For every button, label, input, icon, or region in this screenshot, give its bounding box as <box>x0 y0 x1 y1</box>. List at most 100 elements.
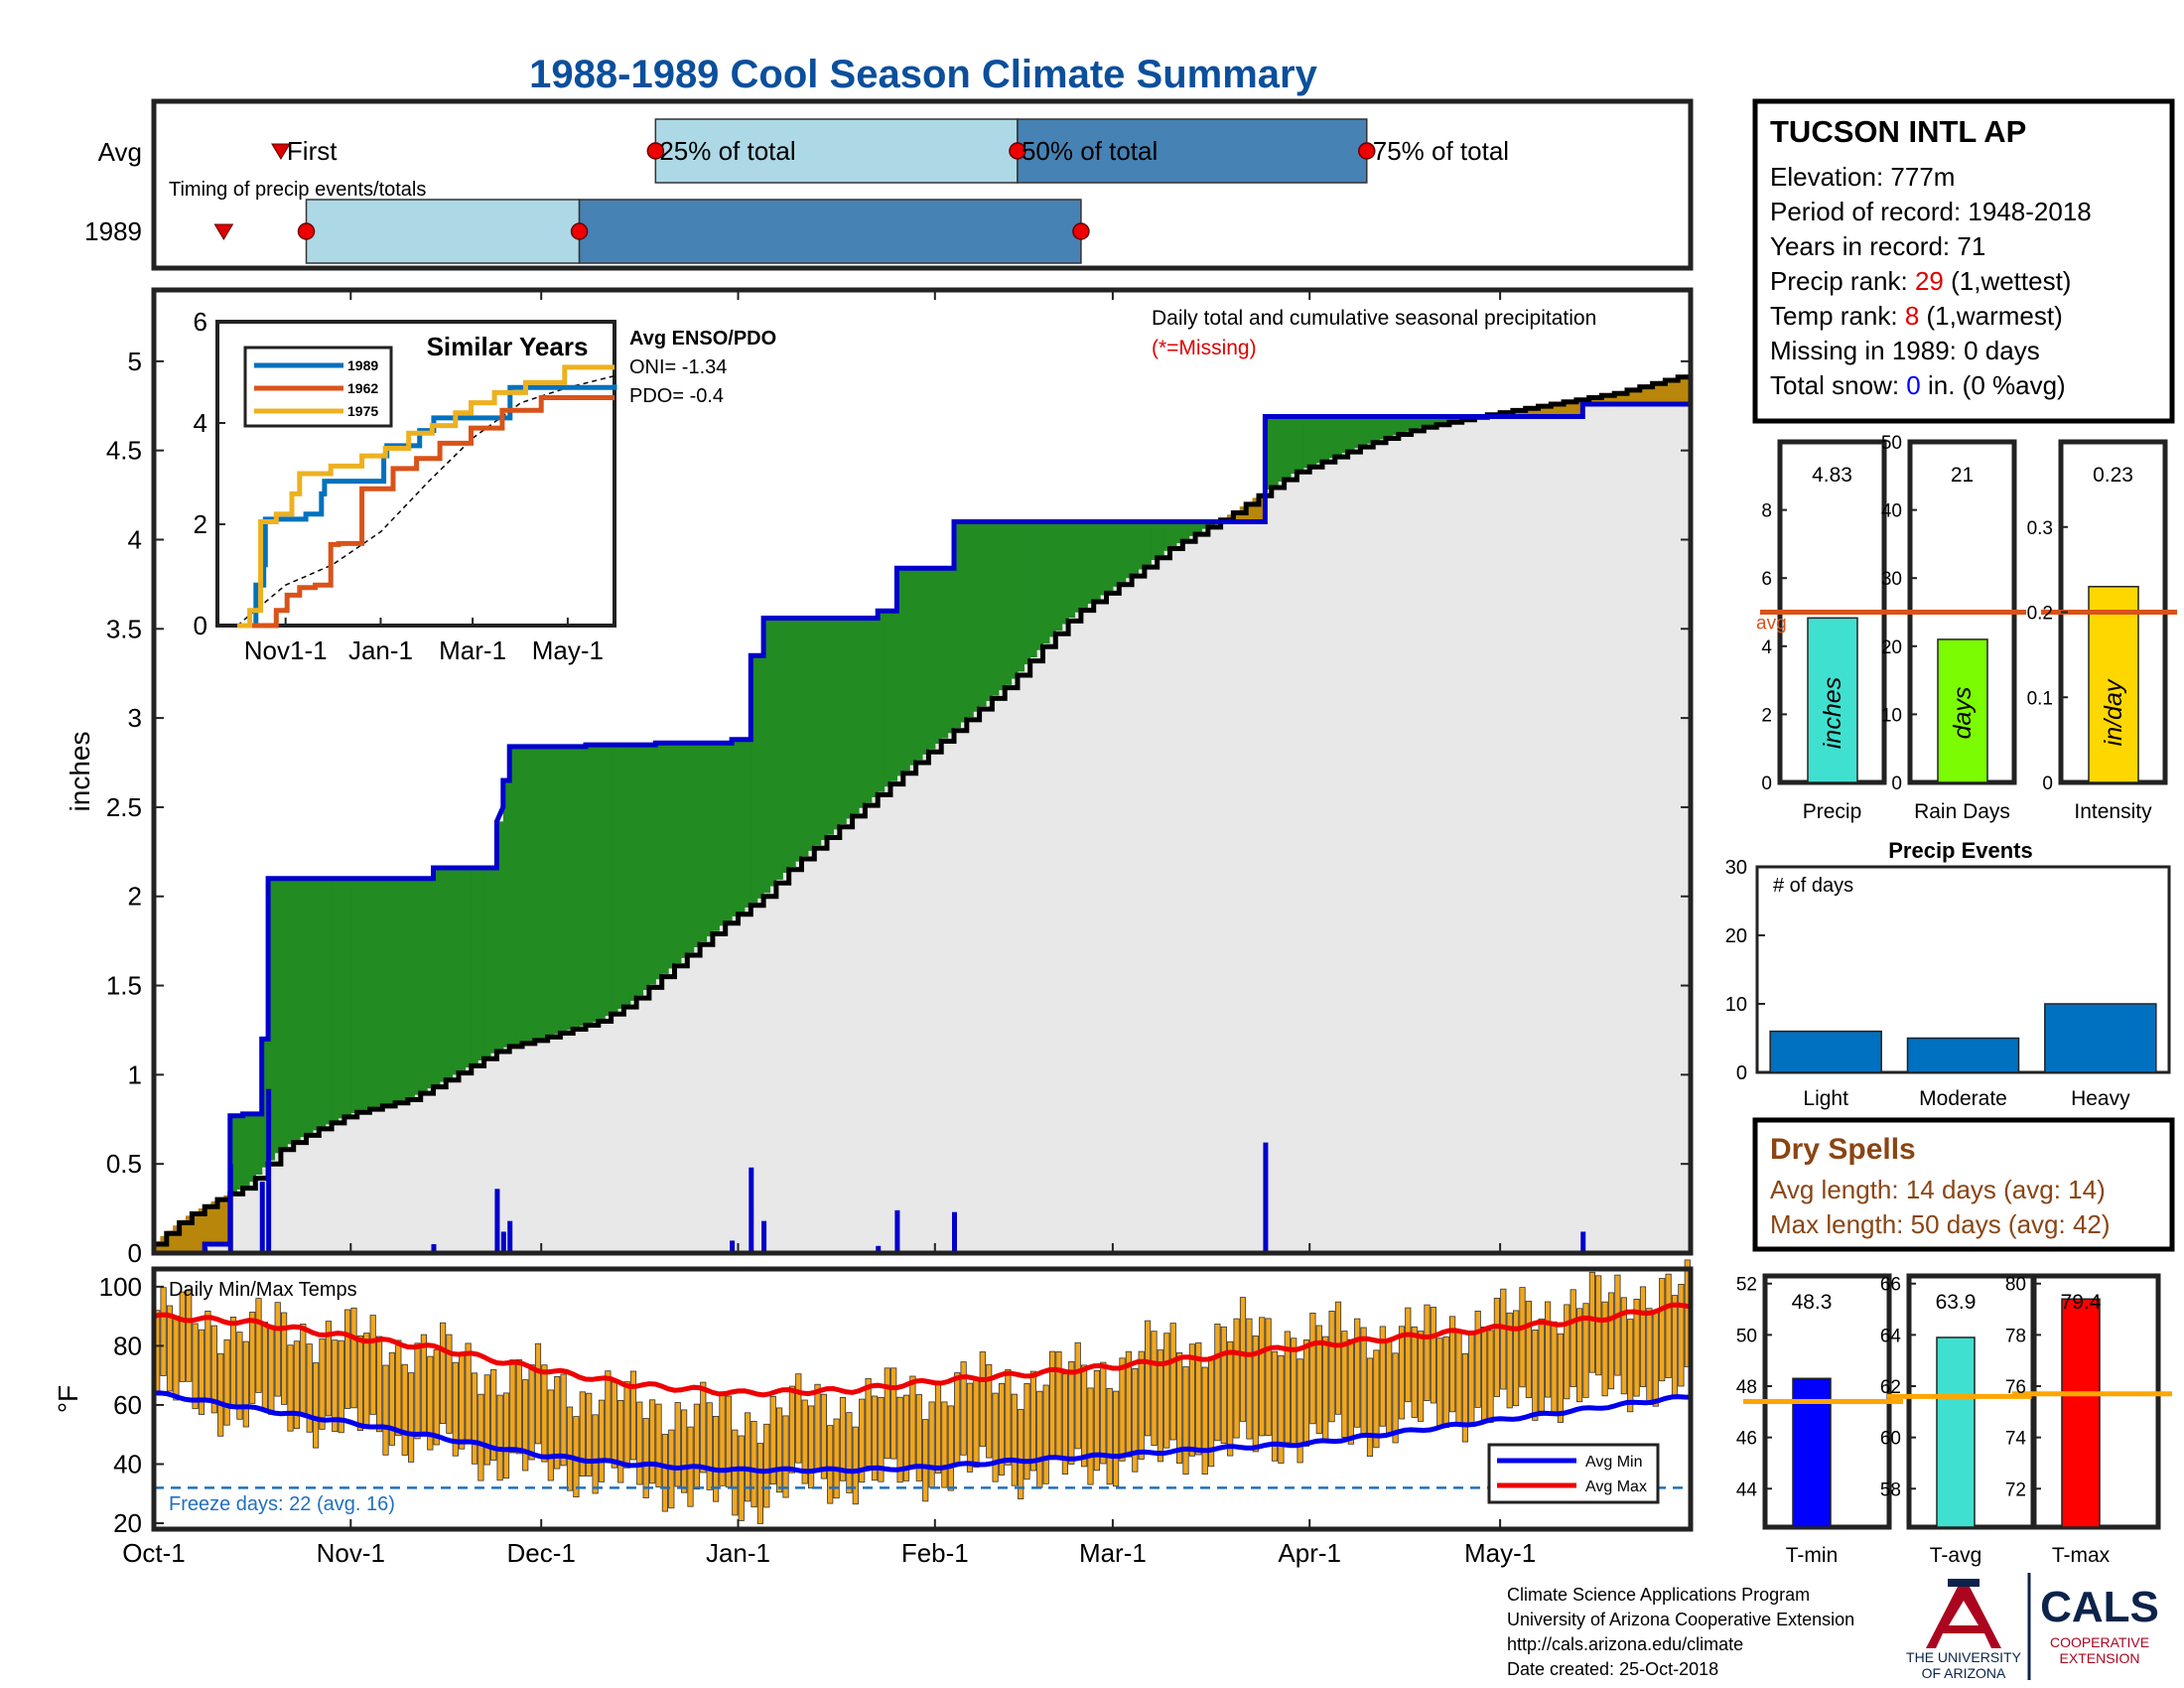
summary-y-tick-label: 30 <box>1881 569 1902 590</box>
daily-temp-range-bar <box>629 1370 637 1461</box>
daily-temp-range-bar <box>522 1379 529 1472</box>
daily-temp-range-bar <box>738 1435 745 1521</box>
daily-temp-range-bar <box>966 1382 974 1473</box>
above-normal-fill <box>878 611 886 792</box>
daily-temp-range-bar <box>547 1389 554 1481</box>
above-normal-fill <box>1417 416 1425 429</box>
daily-temp-range-bar <box>502 1392 510 1479</box>
above-normal-fill <box>528 746 536 1042</box>
daily-temp-range-bar <box>1614 1274 1621 1376</box>
above-normal-fill <box>807 618 815 851</box>
daily-temp-range-bar <box>579 1391 586 1477</box>
logo-ua-line1: THE UNIVERSITY <box>1906 1649 2022 1665</box>
daily-temp-range-bar <box>941 1401 948 1488</box>
summary-y-tick-label: 40 <box>1881 501 1902 522</box>
daily-temp-range-bar <box>198 1329 205 1415</box>
summary-name-1: Rain Days <box>1914 800 2010 823</box>
daily-precip-bar <box>951 1211 957 1253</box>
daily-temp-range-bar <box>1011 1393 1018 1486</box>
ua-a-cap <box>1948 1579 1979 1587</box>
temp-summary-value-0: 48.3 <box>1792 1291 1833 1314</box>
daily-temp-range-bar <box>496 1394 503 1481</box>
above-normal-fill <box>680 743 688 958</box>
precip-y-tick-label: 4.5 <box>106 436 142 466</box>
below-normal-fill <box>1620 390 1628 404</box>
daily-temp-range-bar <box>452 1361 459 1457</box>
daily-temp-range-bar <box>1455 1331 1462 1426</box>
precip-events-panel: Precip Events # of days Light Moderate Hea… <box>1725 838 2171 1110</box>
above-normal-fill <box>1112 521 1120 587</box>
daily-temp-range-bar <box>363 1333 370 1429</box>
daily-temp-range-bar <box>306 1343 313 1433</box>
above-normal-fill <box>1144 521 1152 565</box>
below-normal-fill <box>198 1208 205 1253</box>
daily-temp-range-bar <box>922 1419 929 1502</box>
observed-cumulative-line <box>154 401 1691 1256</box>
daily-temp-range-bar <box>1564 1304 1570 1400</box>
daily-temp-range-bar <box>808 1405 815 1489</box>
inset-x-tick-label: Mar-1 <box>439 635 506 665</box>
daily-temp-range-bar <box>795 1373 802 1464</box>
daily-temp-range-bar <box>1291 1337 1297 1448</box>
legend-avg-max-label: Avg Max <box>1585 1478 1647 1495</box>
daily-precip-bar <box>876 1245 882 1253</box>
daily-temp-range-bar <box>338 1339 344 1434</box>
inset-title: Similar Years <box>427 332 589 361</box>
daily-temp-range-bar <box>515 1359 522 1455</box>
temp-summary-y-tick-label: 44 <box>1736 1479 1758 1500</box>
above-normal-fill <box>319 878 327 1128</box>
below-normal-fill <box>1639 385 1647 404</box>
above-normal-fill <box>1265 416 1273 490</box>
above-normal-fill <box>928 568 936 750</box>
chart-title: 1988-1989 Cool Season Climate Summary <box>529 53 1317 96</box>
daily-temp-range-bar <box>192 1323 199 1410</box>
summary-y-tick-label: 6 <box>1761 569 1772 590</box>
daily-temp-range-bar <box>820 1393 828 1479</box>
daily-temp-range-bar <box>1360 1327 1367 1435</box>
above-normal-fill <box>452 868 460 1075</box>
precip-y-tick-label: 0.5 <box>106 1149 142 1179</box>
daily-temp-range-bar <box>560 1373 567 1467</box>
daily-temp-range-bar <box>1468 1333 1475 1426</box>
above-normal-fill <box>1315 416 1323 464</box>
events-label: # of days <box>1773 875 1853 897</box>
above-normal-fill <box>839 618 847 824</box>
daily-temp-range-bar <box>242 1340 249 1428</box>
daily-temp-range-bar <box>1418 1331 1425 1422</box>
missing-note: (*=Missing) <box>1152 337 1257 359</box>
summary-unit-1: days <box>1949 687 1977 740</box>
daily-temp-range-bar <box>751 1421 757 1508</box>
summary-y-tick-label: 4 <box>1761 637 1772 658</box>
above-normal-fill <box>738 739 746 913</box>
temp-summary-y-tick-label: 62 <box>1880 1377 1901 1398</box>
above-normal-fill <box>236 1115 244 1191</box>
above-normal-fill <box>1132 521 1140 574</box>
daily-temp-range-bar <box>788 1385 796 1474</box>
daily-temp-range-bar <box>1176 1352 1183 1465</box>
above-normal-fill <box>693 743 701 947</box>
above-normal-fill <box>554 746 561 1035</box>
above-normal-fill <box>1157 521 1164 556</box>
daily-temp-range-bar <box>395 1339 402 1437</box>
above-normal-fill <box>661 743 669 974</box>
above-normal-fill <box>496 821 504 1051</box>
above-normal-fill <box>1074 521 1082 613</box>
below-normal-fill <box>1246 501 1254 522</box>
above-normal-fill <box>1341 416 1349 454</box>
daily-temp-range-bar <box>1354 1318 1361 1428</box>
daily-temp-range-bar <box>878 1397 885 1482</box>
daily-temp-range-bar <box>1500 1288 1507 1390</box>
precip-y-tick-label: 5 <box>128 347 142 376</box>
logo-ua-line2: OF ARIZONA <box>1922 1665 2006 1681</box>
daily-temp-range-bar <box>1461 1353 1468 1443</box>
daily-temp-range-bar <box>210 1325 217 1414</box>
summary-avg-text: avg <box>1756 614 1787 634</box>
cals-logo: CALS COOPERATIVE EXTENSION <box>2040 1583 2159 1666</box>
above-normal-fill <box>998 521 1006 691</box>
daily-temp-range-bar <box>1513 1310 1520 1407</box>
above-normal-fill <box>751 655 758 904</box>
inset-y-tick-label: 0 <box>194 611 207 640</box>
above-normal-fill <box>522 746 529 1044</box>
inset-legend-label-1975: 1975 <box>347 403 378 419</box>
above-normal-fill <box>325 878 333 1125</box>
